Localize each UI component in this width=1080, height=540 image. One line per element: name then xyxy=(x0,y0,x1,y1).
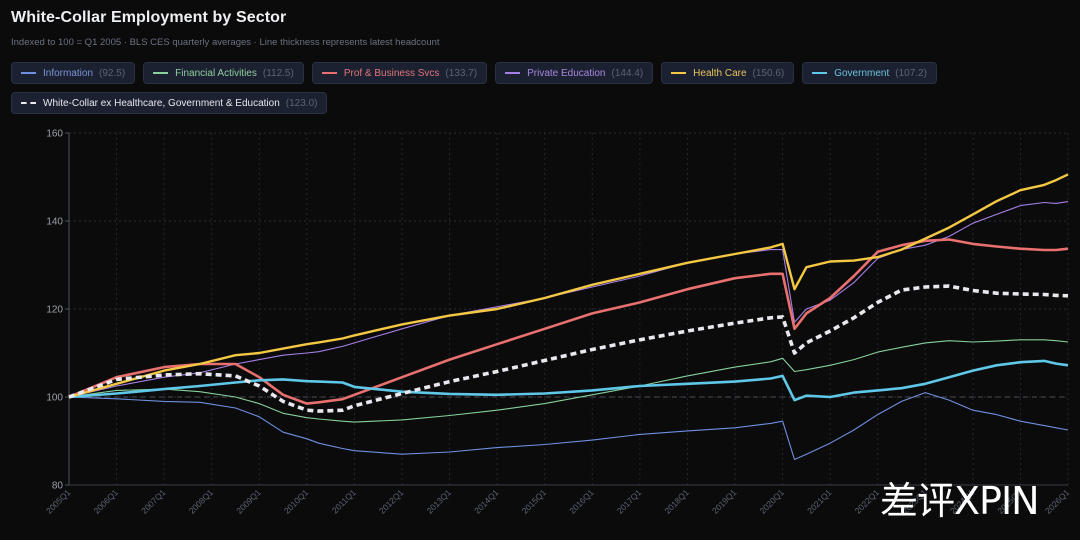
x-tick-label: 2011Q1 xyxy=(330,487,358,515)
series-line-financial-activities xyxy=(68,339,1069,423)
legend-value: (92.5) xyxy=(99,67,126,79)
line-swatch-icon xyxy=(321,72,337,74)
y-tick-label: 160 xyxy=(46,129,63,140)
x-tick-label: 2022Q1 xyxy=(853,487,882,516)
y-tick-label: 120 xyxy=(46,305,63,316)
x-tick-label: 2017Q1 xyxy=(615,487,644,516)
series-line-private-education xyxy=(68,201,1069,398)
legend-label: White-Collar ex Healthcare, Government &… xyxy=(43,97,280,109)
legend-value: (144.4) xyxy=(611,67,644,79)
x-tick-label: 2013Q1 xyxy=(425,487,454,516)
chart-subtitle: Indexed to 100 = Q1 2005 · BLS CES quart… xyxy=(11,37,440,48)
x-tick-label: 2012Q1 xyxy=(377,487,406,516)
legend-label: Government xyxy=(834,67,890,79)
legend-label: Financial Activities xyxy=(175,67,257,79)
legend-label: Information xyxy=(43,67,94,79)
x-tick-label: 2014Q1 xyxy=(472,487,501,516)
legend-value: (123.0) xyxy=(285,97,318,109)
legend-item-white-collar-ex[interactable]: White-Collar ex Healthcare, Government &… xyxy=(11,92,328,114)
legend-value: (107.2) xyxy=(895,67,927,79)
x-tick-label: 2006Q1 xyxy=(92,487,121,516)
dashed-line-swatch-icon xyxy=(21,102,36,104)
legend-item-private-education[interactable]: Private Education (144.4) xyxy=(495,62,654,84)
line-swatch-icon xyxy=(671,72,687,74)
legend-item-prof-business-svcs[interactable]: Prof & Business Svcs (133.7) xyxy=(311,62,488,84)
series-line-government xyxy=(68,359,1069,402)
series-line-prof-business-svcs xyxy=(68,238,1069,405)
y-tick-label: 80 xyxy=(52,481,64,492)
x-tick-label: 2026Q1 xyxy=(1043,487,1072,516)
legend-label: Prof & Business Svcs xyxy=(343,67,440,79)
legend-value: (133.7) xyxy=(445,67,478,79)
x-tick-label: 2016Q1 xyxy=(567,487,596,516)
chart-title: White-Collar Employment by Sector xyxy=(11,9,287,26)
x-tick-label: 2020Q1 xyxy=(758,487,787,516)
legend-value: (112.5) xyxy=(262,67,294,79)
x-tick-label: 2015Q1 xyxy=(520,487,549,516)
legend-item-information[interactable]: Information (92.5) xyxy=(11,62,136,84)
series-line-health-care xyxy=(68,173,1069,399)
y-tick-label: 140 xyxy=(46,217,63,228)
grid xyxy=(69,132,1069,485)
x-tick-label: 2010Q1 xyxy=(282,487,311,516)
legend-item-financial-activities[interactable]: Financial Activities (112.5) xyxy=(143,62,304,84)
line-swatch-icon xyxy=(812,72,828,74)
series-lines xyxy=(68,173,1069,461)
legend-item-government[interactable]: Government (107.2) xyxy=(802,62,937,84)
line-swatch-icon xyxy=(21,72,36,74)
x-tick-label: 2008Q1 xyxy=(187,487,216,516)
series-line-information xyxy=(68,392,1069,461)
series-line-white-collar-ex-healthcare-government-education xyxy=(68,284,1069,413)
legend-value: (150.6) xyxy=(752,67,785,79)
x-tick-label: 2009Q1 xyxy=(234,487,263,516)
line-swatch-icon xyxy=(153,72,169,74)
watermark: 差评XPIN xyxy=(880,479,1040,523)
x-tick-label: 2018Q1 xyxy=(662,487,691,516)
line-swatch-icon xyxy=(505,72,521,74)
legend-item-health-care[interactable]: Health Care (150.6) xyxy=(661,62,795,84)
y-tick-label: 100 xyxy=(46,393,63,404)
legend-label: Private Education xyxy=(527,67,606,79)
legend: Information (92.5) Financial Activities … xyxy=(11,62,1071,114)
x-tick-label: 2021Q1 xyxy=(805,487,834,516)
legend-label: Health Care xyxy=(693,67,747,79)
x-tick-label: 2019Q1 xyxy=(710,487,739,516)
x-tick-label: 2007Q1 xyxy=(139,487,168,516)
